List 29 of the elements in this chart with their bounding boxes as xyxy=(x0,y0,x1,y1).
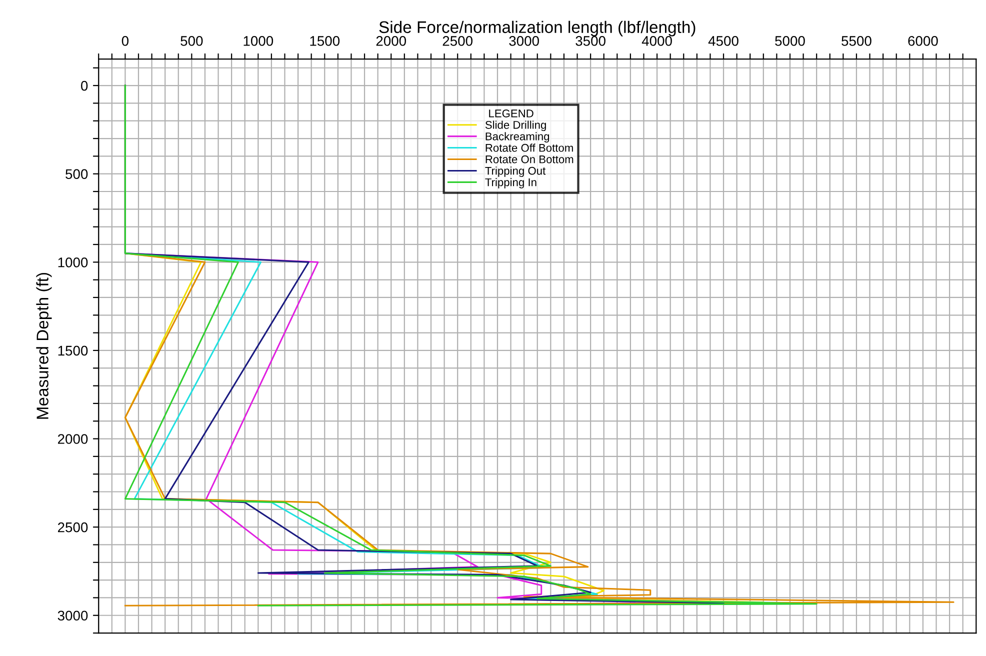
legend-label: Rotate Off Bottom xyxy=(486,144,573,152)
legend-label: Tripping In xyxy=(485,178,536,188)
x-tick-label: 5500 xyxy=(842,36,872,46)
y-tick-label: 2500 xyxy=(58,522,88,532)
legend-label: Rotate On Bottom xyxy=(486,155,574,164)
x-tick-label: 2500 xyxy=(442,36,472,46)
legend-label: Tripping Out xyxy=(485,166,546,177)
y-tick-label: 3000 xyxy=(58,610,88,621)
y-tick-label: 1500 xyxy=(58,346,88,356)
y-axis-title: Measured Depth (ft) xyxy=(36,272,52,419)
x-axis-title: Side Force/normalization length (lbf/length) xyxy=(379,20,696,36)
legend-title: LEGEND xyxy=(489,110,534,118)
x-tick-label: 1000 xyxy=(244,36,274,46)
y-tick-label: 0 xyxy=(81,80,88,91)
y-tick-label: 500 xyxy=(66,169,88,180)
x-tick-label: 3500 xyxy=(576,36,606,46)
y-tick-label: 2000 xyxy=(58,434,88,444)
x-tick-label: 4500 xyxy=(708,36,738,46)
x-tick-label: 3000 xyxy=(509,36,539,46)
y-tick-label: 1000 xyxy=(58,257,88,268)
x-tick-label: 0 xyxy=(122,36,129,46)
x-tick-label: 5000 xyxy=(775,36,805,46)
x-tick-label: 500 xyxy=(180,36,203,46)
x-tick-label: 6000 xyxy=(908,36,938,46)
legend-label: Backreaming xyxy=(486,132,550,143)
x-tick-label: 2000 xyxy=(376,36,406,46)
x-tick-label: 4000 xyxy=(642,36,672,46)
x-tick-label: 1500 xyxy=(310,36,340,46)
legend-label: Slide Drilling xyxy=(485,120,546,132)
